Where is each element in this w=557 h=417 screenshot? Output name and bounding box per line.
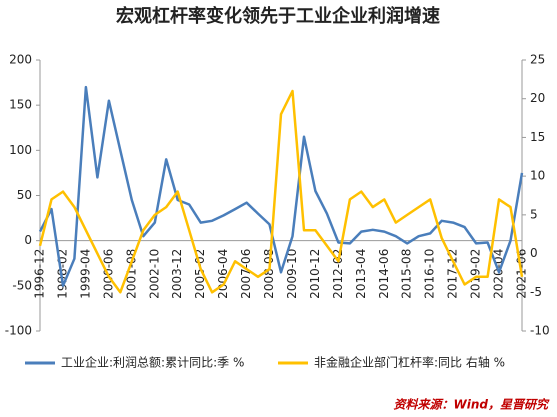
y-tick-label: 0 — [24, 233, 32, 247]
x-tick-label: 2008-08 — [262, 249, 276, 299]
y-tick-label: 150 — [9, 98, 32, 112]
y-tick-label: 200 — [9, 53, 32, 67]
y-tick-label: 50 — [17, 188, 32, 202]
y2-tick-label: -5 — [530, 285, 542, 299]
y2-tick-label: 10 — [530, 169, 545, 183]
x-tick-label: 2016-10 — [423, 249, 437, 299]
y2-tick-label: 0 — [530, 246, 538, 260]
x-tick-label: 2001-08 — [124, 249, 138, 299]
x-tick-label: 2002-10 — [147, 249, 161, 299]
x-tick-label: 2007-06 — [239, 249, 253, 299]
y2-tick-label: 25 — [530, 53, 545, 67]
x-tick-label: 2013-04 — [354, 249, 368, 299]
x-tick-label: 2003-12 — [170, 249, 184, 299]
x-tick-label: 1996-12 — [33, 249, 47, 299]
y2-tick-label: 15 — [530, 130, 545, 144]
y-tick-label: -100 — [5, 324, 32, 338]
y2-tick-label: 5 — [530, 207, 538, 221]
x-tick-label: 2019-02 — [469, 249, 483, 299]
series-line — [38, 85, 524, 288]
source: 资料来源：Wind，星晋研究 — [394, 398, 550, 412]
y2-tick-label: -10 — [530, 324, 550, 338]
y-tick-label: 100 — [9, 143, 32, 157]
x-tick-label: 1999-04 — [78, 249, 92, 299]
x-tick-label: 2012-02 — [331, 249, 345, 299]
x-tick-label: 2015-08 — [400, 249, 414, 299]
chart-title: 宏观杠杆率变化领先于工业企业利润增速 — [116, 5, 440, 27]
x-tick-label: 2009-10 — [285, 249, 299, 299]
legend-label: 工业企业:利润总额:累计同比:季 % — [61, 355, 244, 370]
y-tick-label: -50 — [12, 278, 32, 292]
x-tick-label: 2005-02 — [193, 249, 207, 299]
x-tick-label: 2014-06 — [377, 249, 391, 299]
x-tick-label: 2010-12 — [308, 249, 322, 299]
x-tick-label: 2017-12 — [446, 249, 460, 299]
series-line — [38, 89, 524, 294]
legend-label: 非金融企业部门杠杆率:同比 右轴 % — [314, 355, 505, 370]
y2-tick-label: 20 — [530, 91, 545, 105]
